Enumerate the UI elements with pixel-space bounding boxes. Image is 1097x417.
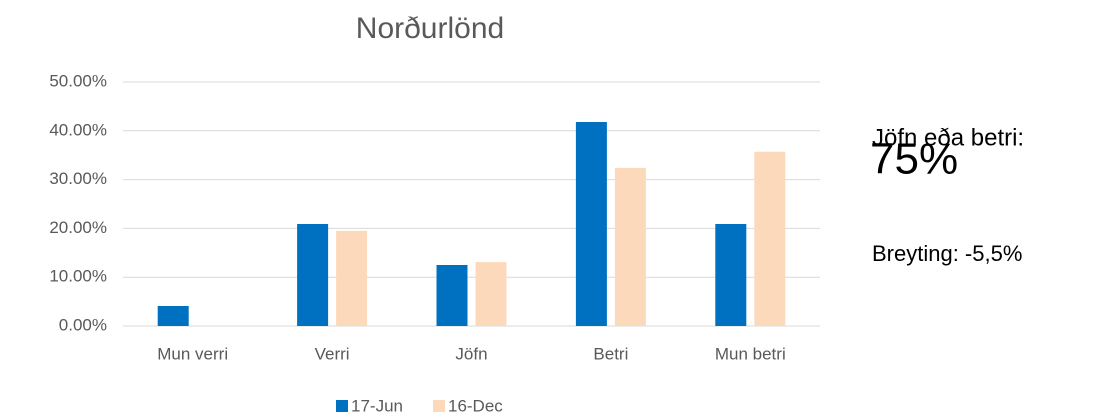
x-tick-label: Betri [593, 344, 628, 363]
x-tick-label: Jöfn [455, 344, 487, 363]
y-tick-label: 0.00% [59, 315, 107, 334]
bar [436, 265, 468, 326]
legend-swatch [432, 400, 445, 412]
bar [575, 122, 607, 327]
bar [157, 305, 189, 326]
x-tick-label: Mun verri [157, 344, 228, 363]
bar [614, 167, 646, 326]
y-tick-label: 30.00% [49, 169, 107, 188]
y-tick-label: 40.00% [49, 120, 107, 139]
y-tick-label: 20.00% [49, 218, 107, 237]
annotation: 75% [870, 135, 958, 184]
bar [336, 230, 368, 326]
bar [475, 262, 507, 326]
chart-title: Norðurlönd [356, 12, 504, 45]
x-tick-label: Mun betri [715, 344, 786, 363]
bar [297, 224, 329, 326]
legend-swatch [336, 400, 348, 412]
y-tick-label: 10.00% [49, 267, 107, 286]
annotation: Jöfn eða betri: [872, 124, 1024, 151]
x-tick-label: Verri [315, 344, 350, 363]
annotation: Breyting: -5,5% [872, 241, 1022, 266]
legend-label: 16-Dec [448, 396, 503, 415]
bar [754, 151, 786, 326]
legend-label: 17-Jun [351, 396, 403, 415]
y-tick-label: 50.00% [49, 71, 107, 90]
bar [715, 224, 747, 326]
